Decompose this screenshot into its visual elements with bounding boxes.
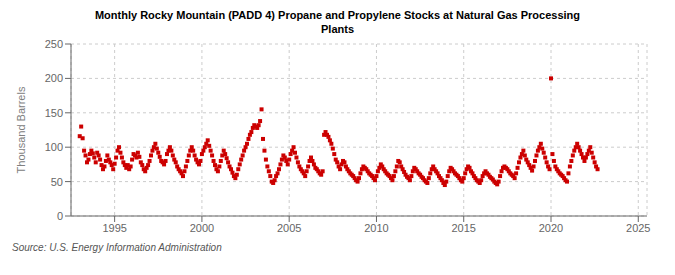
svg-text:200: 200 — [45, 72, 63, 84]
html-text:Monthly Rocky Mountain (PADD 4: Monthly Rocky Mountain (PADD 4) Propane … — [94, 9, 581, 21]
svg-text:100: 100 — [45, 141, 63, 153]
svg-text:2000: 2000 — [190, 222, 214, 234]
svg-text:2015: 2015 — [451, 222, 475, 234]
svg-text:150: 150 — [45, 107, 63, 119]
svg-text:0: 0 — [57, 210, 63, 222]
svg-text:250: 250 — [45, 38, 63, 50]
svg-text:2025: 2025 — [626, 222, 650, 234]
svg-text:2010: 2010 — [364, 222, 388, 234]
svg-text:1995: 1995 — [102, 222, 126, 234]
html-text:Source: U.S. Energy Informatio: Source: U.S. Energy Information Administ… — [12, 242, 222, 253]
html-text:Plants: Plants — [321, 23, 354, 35]
svg-text:50: 50 — [51, 176, 63, 188]
svg-text:Thousand Barrels: Thousand Barrels — [15, 86, 27, 173]
svg-text:2005: 2005 — [277, 222, 301, 234]
svg-text:2020: 2020 — [539, 222, 563, 234]
